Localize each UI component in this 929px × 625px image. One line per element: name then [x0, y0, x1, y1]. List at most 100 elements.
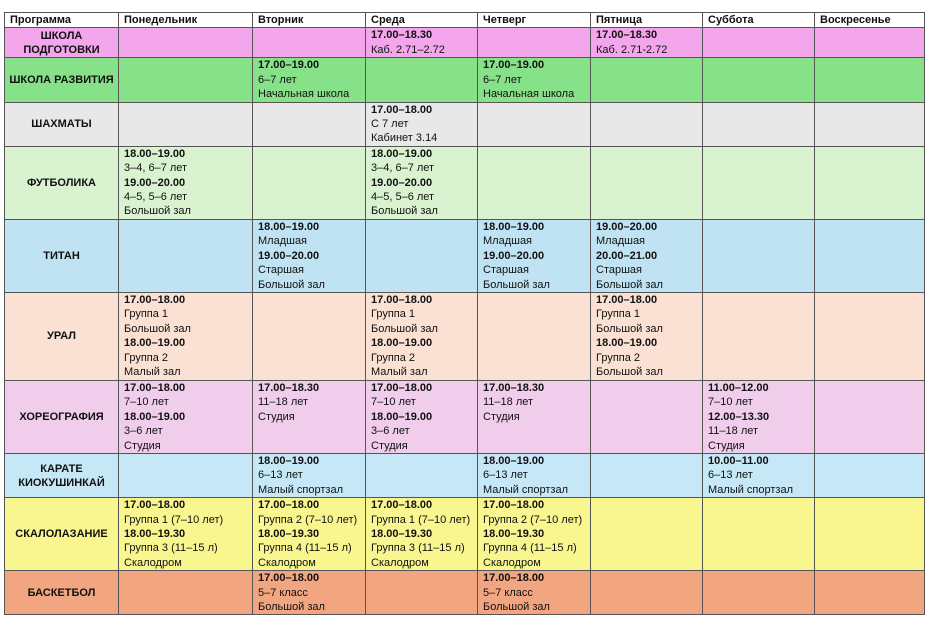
schedule-cell: 17.00–18.00 Группа 1 (7–10 лет) 18.00–19.3… [365, 497, 478, 572]
slot-detail: Студия [258, 410, 295, 423]
time-slot: 17.00–18.00 [371, 103, 433, 116]
schedule-cell: 18.00–19.00 3–4, 6–7 лет 19.00–20.00 4–5, 5… [118, 145, 253, 220]
time-slot: 18.00–19.00 [371, 147, 433, 160]
time-slot: 17.00–18.00 [371, 381, 433, 394]
slot-detail: 11–18 лет [483, 396, 534, 409]
slot-detail: С 7 лет [371, 118, 409, 131]
slot-detail: Скалодром [258, 556, 316, 569]
schedule-cell: 17.00–18.00 Группа 1 (7–10 лет) 18.00–19.3… [118, 497, 253, 572]
schedule-cell: 17.00–19.00 6–7 лет Начальная школа [252, 57, 366, 103]
schedule-cell [118, 218, 253, 293]
schedule-cell [252, 145, 366, 220]
schedule-cell [702, 101, 815, 147]
slot-detail: 6–13 лет [483, 469, 528, 482]
schedule-cell [118, 57, 253, 103]
slot-detail: 3–4, 6–7 лет [371, 162, 435, 175]
schedule-cell: 18.00–19.00 Младшая 19.00–20.00 Старшая Боль… [252, 218, 366, 293]
slot-detail: Большой зал [371, 322, 438, 335]
table-row: ШКОЛА РАЗВИТИЯ 17.00–19.00 6–7 лет Начальна… [4, 57, 925, 103]
slot-detail: Каб. 2.71-2.72 [596, 43, 668, 56]
time-slot: 18.00–19.00 [258, 454, 320, 467]
slot-detail: Малый спортзал [258, 483, 343, 496]
header-cell: Понедельник [118, 11, 253, 29]
time-slot: 18.00–19.00 [596, 337, 658, 350]
schedule-cell [814, 145, 925, 220]
schedule-cell [477, 291, 591, 381]
slot-detail: 6–13 лет [708, 469, 753, 482]
schedule-cell: 17.00–18.30 Каб. 2.71–2.72 [365, 27, 478, 59]
slot-detail: Скалодром [124, 556, 182, 569]
slot-detail: Малый спортзал [708, 483, 793, 496]
time-slot: 17.00–18.00 [258, 499, 320, 512]
time-slot: 19.00–20.00 [596, 220, 658, 233]
slot-detail: Студия [483, 410, 520, 423]
time-slot: 17.00–18.00 [371, 293, 433, 306]
time-slot: 17.00–18.30 [596, 29, 658, 42]
time-slot: 17.00–18.00 [124, 499, 186, 512]
schedule-cell [590, 570, 703, 616]
slot-detail: 3–6 лет [124, 425, 163, 438]
slot-detail: Старшая [483, 264, 529, 277]
slot-detail: Большой зал [258, 601, 325, 613]
slot-detail: 6–7 лет [483, 73, 522, 86]
schedule-cell [702, 218, 815, 293]
time-slot: 20.00–21.00 [596, 249, 658, 262]
program-name: БАСКЕТБОЛ [4, 570, 119, 616]
slot-detail: Большой зал [124, 205, 191, 218]
slot-detail: 4–5, 5–6 лет [371, 191, 435, 204]
header-cell: Воскресенье [814, 11, 925, 29]
schedule-cell [814, 497, 925, 572]
schedule-cell: 17.00–18.00 5–7 класс Большой зал [252, 570, 366, 616]
slot-detail: Большой зал [596, 365, 663, 378]
schedule-cell [118, 570, 253, 616]
schedule-cell [814, 452, 925, 499]
schedule-cell: 17.00–19.00 6–7 лет Начальная школа [477, 57, 591, 103]
program-name: ХОРЕОГРАФИЯ [4, 379, 119, 454]
slot-detail: Малый спортзал [483, 483, 568, 496]
schedule-cell: 18.00–19.00 6–13 лет Малый спортзал [477, 452, 591, 499]
time-slot: 19.00–20.00 [371, 176, 433, 189]
schedule-cell: 18.00–19.00 3–4, 6–7 лет 19.00–20.00 4–5, 5… [365, 145, 478, 220]
schedule-cell [252, 27, 366, 59]
slot-detail: 11–18 лет [708, 425, 759, 438]
schedule-cell [590, 497, 703, 572]
schedule-cell: 17.00–18.30 Каб. 2.71-2.72 [590, 27, 703, 59]
header-cell: Программа [4, 11, 119, 29]
time-slot: 19.00–20.00 [124, 176, 186, 189]
slot-detail: Группа 1 (7–10 лет) [124, 513, 224, 526]
schedule-cell: 17.00–18.00 7–10 лет 18.00–19.00 3–6 лет Сту… [365, 379, 478, 454]
schedule-cell [702, 291, 815, 381]
schedule-cell: 17.00–18.00 Группа 2 (7–10 лет) 18.00–19.3… [252, 497, 366, 572]
schedule-cell: 10.00–11.00 6–13 лет Малый спортзал [702, 452, 815, 499]
time-slot: 17.00–18.30 [258, 381, 320, 394]
slot-detail: Группа 4 (11–15 л) [258, 542, 352, 555]
slot-detail: 7–10 лет [371, 396, 416, 409]
schedule-cell [477, 145, 591, 220]
program-name: ШКОЛА ПОДГОТОВКИ [4, 27, 119, 59]
schedule-table: Программа Понедельник Вторник Среда Четв… [4, 11, 925, 616]
slot-detail: Старшая [596, 264, 642, 277]
slot-detail: Начальная школа [483, 88, 575, 101]
time-slot: 17.00–18.00 [371, 499, 433, 512]
schedule-cell [702, 27, 815, 59]
slot-detail: Группа 2 [596, 351, 641, 364]
slot-detail: 11–18 лет [258, 396, 309, 409]
header-cell: Пятница [590, 11, 703, 29]
slot-detail: Группа 3 (11–15 л) [371, 542, 465, 555]
schedule-cell [590, 101, 703, 147]
slot-detail: Группа 1 (7–10 лет) [371, 513, 471, 526]
slot-detail: 5–7 класс [258, 586, 308, 599]
slot-detail: Скалодром [483, 556, 541, 569]
schedule-cell: 17.00–18.30 11–18 лет Студия [477, 379, 591, 454]
time-slot: 18.00–19.00 [258, 220, 320, 233]
program-name: ШКОЛА РАЗВИТИЯ [4, 57, 119, 103]
slot-detail: Большой зал [258, 278, 325, 291]
schedule-cell: 17.00–18.00 Группа 1 Большой зал 18.00–19.0… [365, 291, 478, 381]
time-slot: 18.00–19.00 [371, 337, 433, 350]
slot-detail: Группа 2 [124, 351, 169, 364]
schedule-cell [814, 570, 925, 616]
time-slot: 19.00–20.00 [483, 249, 545, 262]
slot-detail: 4–5, 5–6 лет [124, 191, 188, 204]
schedule-cell: 17.00–18.00 5–7 класс Большой зал [477, 570, 591, 616]
schedule-cell [702, 570, 815, 616]
